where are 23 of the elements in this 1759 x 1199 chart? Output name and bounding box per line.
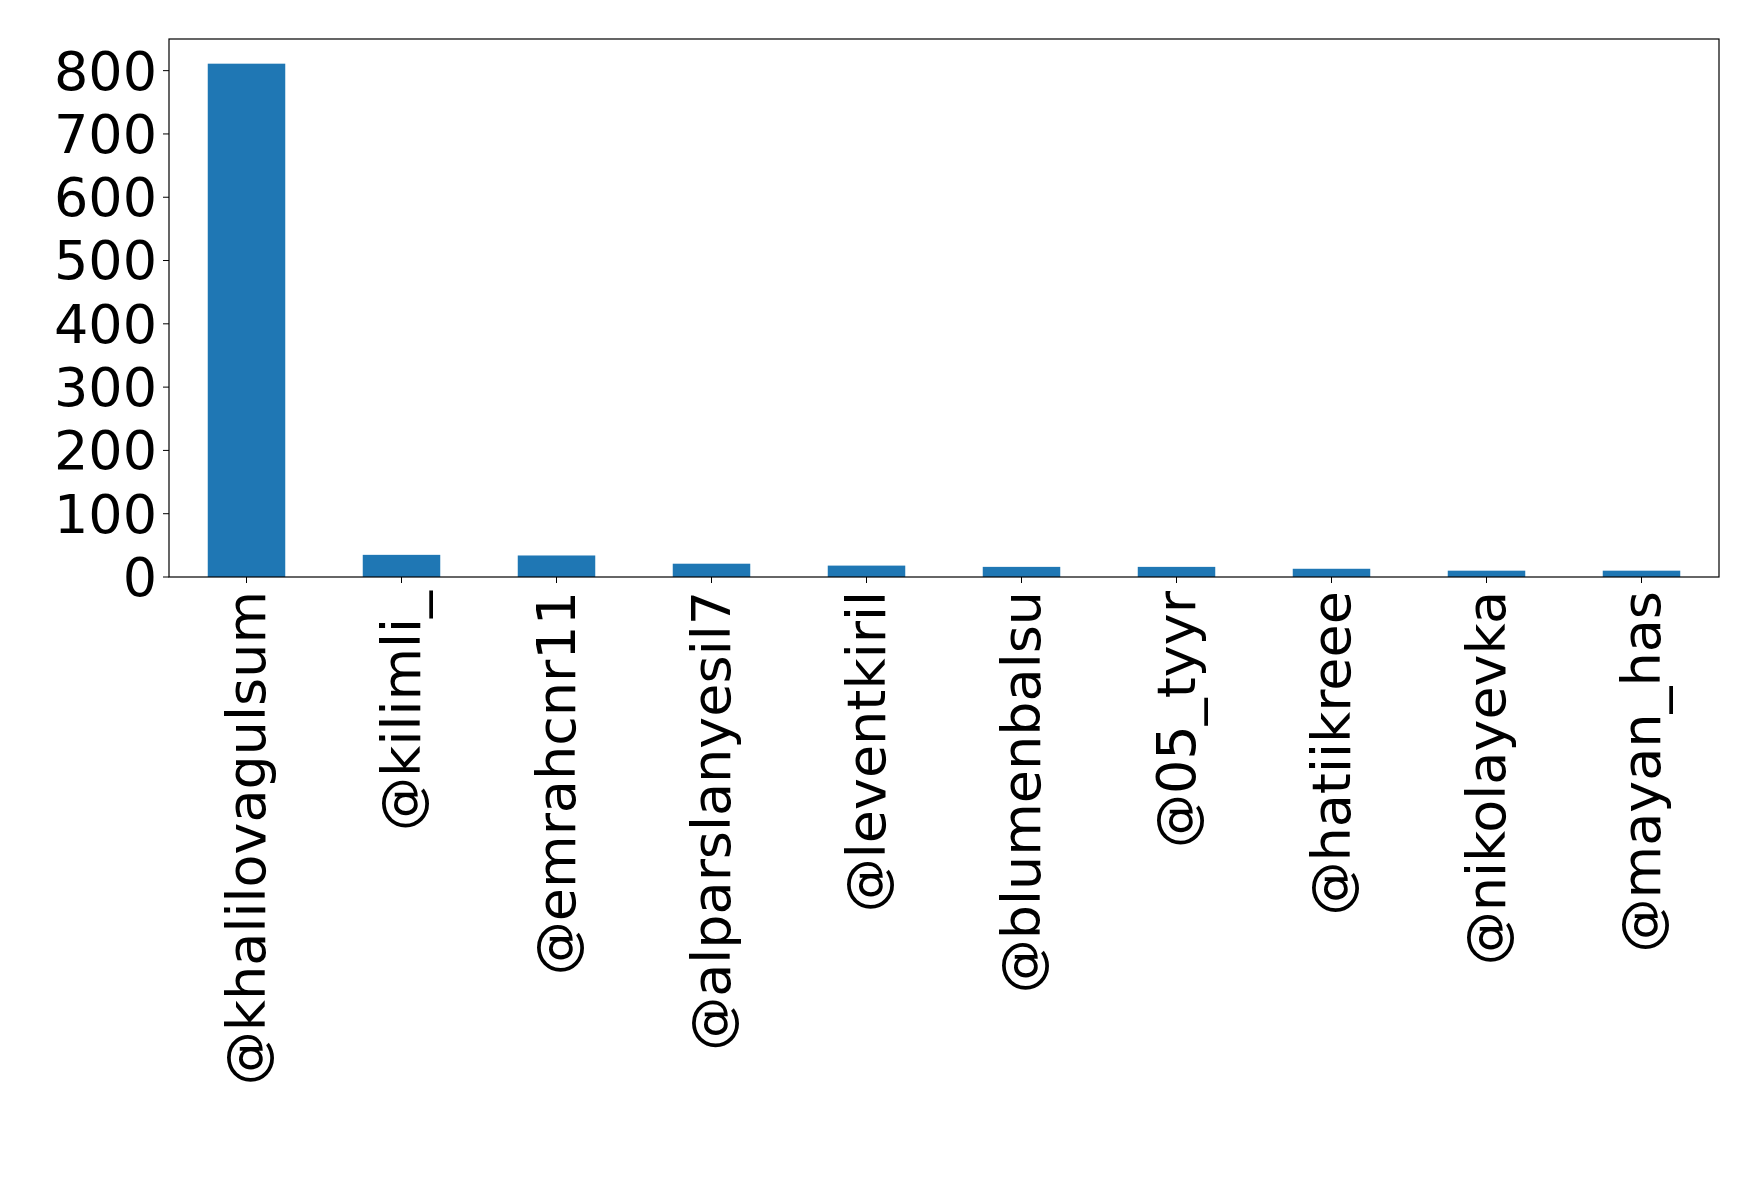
y-tick-label: 800 <box>53 39 157 103</box>
x-tick-label: @hatiikreee <box>1300 591 1364 916</box>
y-tick-label: 0 <box>122 545 157 609</box>
y-tick-label: 400 <box>53 292 157 356</box>
bar <box>362 554 441 577</box>
y-tick-label: 500 <box>53 229 157 293</box>
y-tick-label: 700 <box>53 102 157 166</box>
x-tick-label: @leventkiril <box>835 591 899 913</box>
x-tick-label: @mayan_has <box>1610 591 1674 953</box>
y-tick-label: 600 <box>53 166 157 230</box>
y-tick-label: 200 <box>53 419 157 483</box>
x-tick-label: @alparslanyesil7 <box>680 591 744 1051</box>
x-tick-label: @05_tyyr <box>1145 590 1209 849</box>
bar <box>672 563 751 577</box>
y-tick-label: 100 <box>53 482 157 546</box>
x-tick-label: @nikolayevka <box>1455 591 1519 966</box>
bar <box>207 63 286 577</box>
x-tick-label: @emrahcnr11 <box>525 591 589 976</box>
x-tick-label: @blumenbalsu <box>990 591 1054 994</box>
y-tick-label: 300 <box>53 356 157 420</box>
bar <box>517 555 596 577</box>
x-tick-label: @khalilovagulsum <box>215 591 279 1086</box>
x-tick-label: @kilimli_ <box>370 590 434 831</box>
